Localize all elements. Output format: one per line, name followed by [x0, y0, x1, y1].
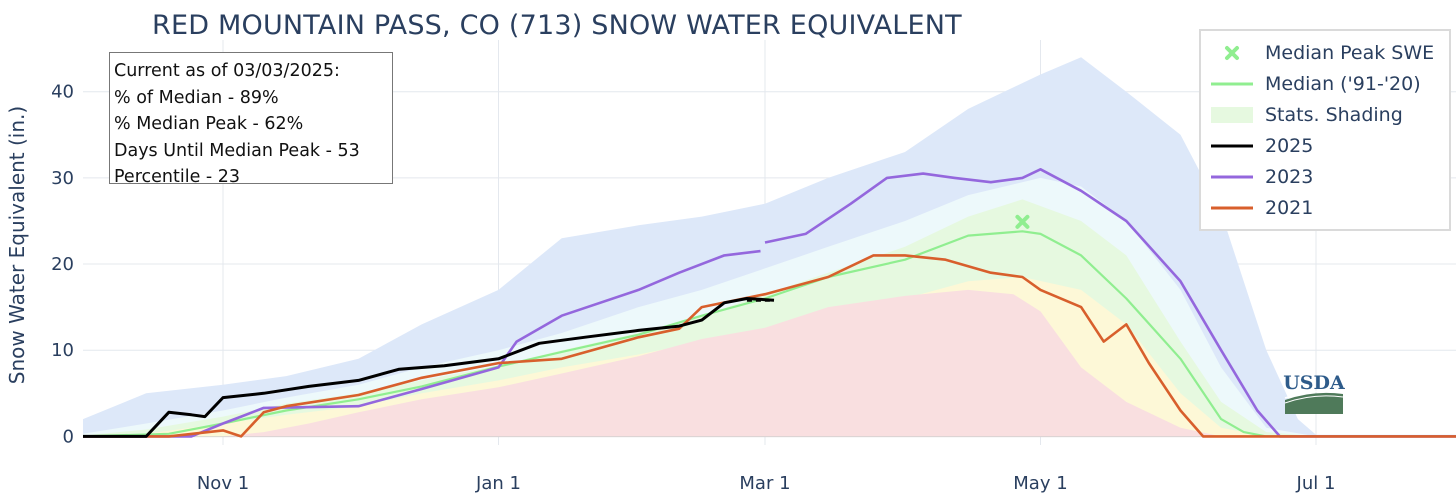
- y-tick-label: 40: [51, 82, 74, 103]
- chart-title: RED MOUNTAIN PASS, CO (713) SNOW WATER E…: [152, 10, 962, 41]
- x-tick-label: May 1: [1013, 473, 1067, 494]
- info-line: Days Until Median Peak - 53: [114, 140, 360, 161]
- usda-logo-text: USDA: [1283, 372, 1345, 394]
- info-box: Current as of 03/03/2025: % of Median - …: [109, 52, 393, 187]
- legend-label: Median Peak SWE: [1265, 42, 1435, 64]
- y-tick-label: 30: [51, 168, 74, 189]
- usda-logo: USDA: [1283, 372, 1345, 416]
- info-line: % Median Peak - 62%: [114, 114, 304, 134]
- legend-swatch: [1225, 46, 1239, 60]
- markers: [1015, 214, 1030, 229]
- legend-label: Median ('91-'20): [1265, 73, 1421, 95]
- legend-item[interactable]: Median ('91-'20): [1201, 70, 1449, 101]
- legend: Median Peak SWE Median ('91-'20) Stats. Sh…: [1199, 29, 1451, 231]
- data-series: [82, 168, 1456, 438]
- legend-item[interactable]: 2021: [1201, 194, 1449, 225]
- info-line: Percentile - 23: [114, 167, 241, 187]
- stats-shading-bands: [83, 57, 1456, 437]
- legend-swatch: [1211, 82, 1253, 86]
- legend-label: 2023: [1265, 166, 1314, 188]
- legend-label: 2021: [1265, 197, 1314, 219]
- legend-item[interactable]: 2023: [1201, 163, 1449, 194]
- usda-logo-graphic: [1284, 390, 1344, 414]
- series-2023: [83, 168, 1456, 438]
- legend-item[interactable]: 2025: [1201, 132, 1449, 163]
- legend-swatch: [1211, 175, 1253, 179]
- x-axis-ticks: Nov 1 Jan 1 Mar 1 May 1 Jul 1: [197, 473, 1336, 494]
- y-tick-label: 10: [51, 340, 74, 361]
- x-tick-label: Mar 1: [739, 473, 790, 494]
- x-tick-label: Jul 1: [1296, 473, 1336, 494]
- legend-label: 2025: [1265, 135, 1314, 157]
- series-2025: [83, 297, 775, 438]
- legend-item[interactable]: Stats. Shading: [1201, 101, 1449, 132]
- median-peak-marker: [1015, 214, 1030, 229]
- y-tick-label: 20: [51, 254, 74, 275]
- info-line: Current as of 03/03/2025:: [114, 61, 340, 81]
- legend-label: Stats. Shading: [1265, 104, 1403, 126]
- x-tick-label: Nov 1: [197, 473, 249, 494]
- stats-band-2: [83, 199, 1456, 437]
- legend-swatch: [1211, 107, 1253, 123]
- stats-band-4: [83, 289, 1456, 437]
- series-2021: [83, 254, 1456, 438]
- y-axis-label: Snow Water Equivalent (in.): [5, 106, 29, 384]
- x-tick-label: Jan 1: [475, 473, 521, 494]
- stats-band-0: [83, 57, 1456, 437]
- y-axis-ticks: 0 10 20 30 40: [51, 82, 74, 448]
- legend-swatch: [1211, 144, 1253, 148]
- legend-item[interactable]: Median Peak SWE: [1201, 39, 1449, 70]
- y-tick-label: 0: [63, 426, 74, 447]
- info-line: % of Median - 89%: [114, 87, 279, 108]
- legend-swatch: [1211, 206, 1253, 210]
